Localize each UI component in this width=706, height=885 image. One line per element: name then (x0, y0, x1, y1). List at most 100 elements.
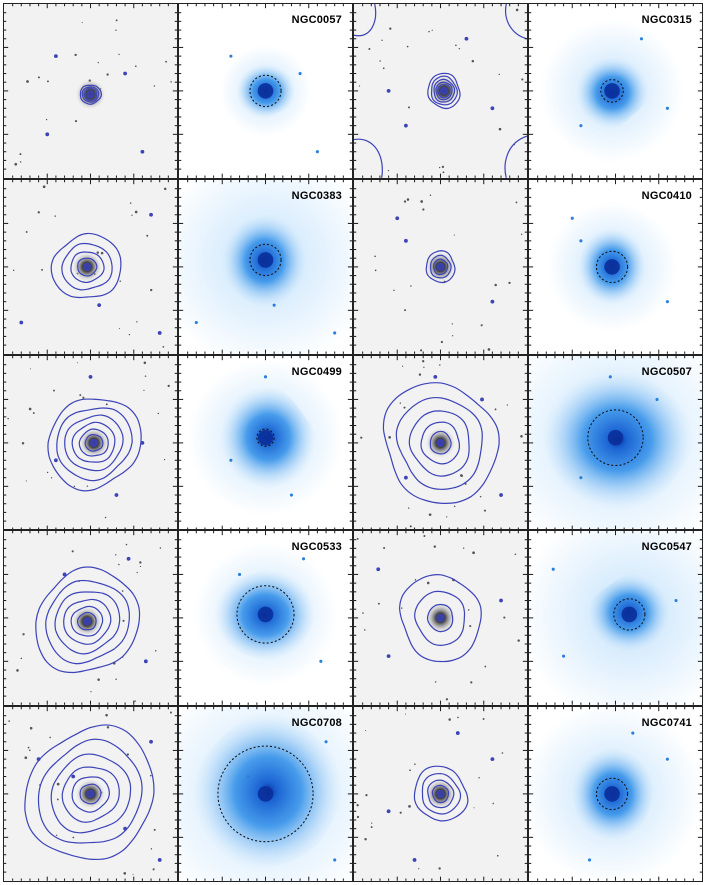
field-star (41, 268, 43, 271)
xray-peak (604, 786, 620, 802)
field-star (150, 288, 153, 292)
field-star (433, 545, 437, 549)
xray-point-source (570, 216, 574, 220)
field-star (410, 285, 412, 287)
field-star (423, 366, 425, 368)
xray-point-source (298, 71, 302, 76)
xray-point-source (319, 660, 323, 664)
nucleus-contour (439, 86, 449, 96)
xray-panel: NGC0533 (178, 530, 353, 707)
xray-contour (414, 591, 466, 647)
field-star (508, 281, 511, 284)
xray-image (179, 707, 352, 881)
field-star (409, 524, 412, 527)
xray-contour (408, 409, 470, 477)
point-source (403, 475, 408, 480)
xray-contour (427, 72, 461, 110)
field-star (406, 45, 409, 48)
field-star (501, 752, 504, 755)
xray-contour (429, 430, 452, 455)
field-star (19, 153, 22, 156)
field-star (374, 269, 377, 272)
field-star (118, 327, 120, 329)
field-star (21, 441, 25, 445)
field-star (118, 564, 120, 566)
xray-point-source (665, 757, 669, 761)
point-source (71, 774, 76, 779)
field-star (50, 476, 53, 479)
field-star (45, 118, 48, 121)
field-star (360, 436, 363, 439)
field-star (167, 384, 170, 387)
aperture-circle (613, 598, 646, 631)
field-star (422, 208, 425, 211)
field-star (22, 633, 25, 636)
field-star (455, 44, 457, 47)
point-source (490, 299, 495, 304)
field-star (403, 200, 407, 203)
field-star (404, 308, 407, 311)
field-star (401, 365, 404, 367)
field-star (356, 804, 359, 807)
xray-peak (257, 83, 274, 99)
field-star (467, 609, 470, 612)
field-star (471, 59, 475, 63)
point-source (395, 216, 400, 220)
field-star (382, 67, 385, 70)
nucleus-contour (86, 789, 95, 799)
field-star (483, 509, 487, 512)
field-star (379, 60, 381, 62)
field-star (27, 746, 30, 749)
aperture-circle (595, 250, 629, 283)
point-source (403, 123, 408, 128)
galaxy-label: NGC0057 (291, 14, 342, 26)
field-star (105, 402, 108, 405)
field-star (420, 349, 423, 352)
xray-point-source (333, 858, 337, 862)
xray-contour (64, 414, 124, 471)
nucleus-contour (436, 789, 445, 799)
optical-image (354, 707, 527, 881)
xray-contour (77, 257, 98, 277)
field-star (514, 553, 517, 556)
field-star (515, 201, 518, 204)
xray-contour (431, 784, 450, 804)
galaxy-label: NGC0315 (641, 14, 692, 26)
field-star (153, 85, 156, 87)
field-star (143, 361, 147, 364)
point-source (499, 492, 503, 497)
field-star (365, 730, 367, 732)
field-star (55, 834, 58, 837)
field-star (368, 47, 371, 51)
field-star (428, 512, 432, 516)
field-star (506, 403, 508, 406)
optical-image (354, 355, 527, 530)
galaxy-label: NGC0410 (641, 189, 692, 202)
field-star (418, 868, 420, 870)
xray-image (529, 531, 702, 706)
field-star (134, 700, 136, 703)
xray-contour (430, 75, 458, 106)
field-star (165, 60, 168, 63)
optical-panel (353, 530, 528, 707)
field-star (37, 210, 40, 214)
xray-point-source (674, 599, 678, 603)
point-source (490, 106, 495, 111)
optical-panel (3, 706, 178, 882)
optical-image (4, 4, 177, 178)
xray-image (529, 355, 702, 530)
field-star (54, 215, 56, 217)
xray-image (529, 4, 702, 178)
xray-peak (604, 258, 620, 275)
field-star (20, 658, 23, 660)
xray-contour (413, 765, 469, 822)
field-star (438, 867, 441, 870)
optical-panel (353, 3, 528, 179)
galaxy-label: NGC0741 (641, 717, 692, 730)
field-star (26, 80, 29, 83)
field-star (473, 807, 475, 809)
field-star (106, 73, 109, 76)
field-star (115, 19, 118, 22)
point-source (149, 740, 153, 744)
optical-image (4, 531, 177, 706)
